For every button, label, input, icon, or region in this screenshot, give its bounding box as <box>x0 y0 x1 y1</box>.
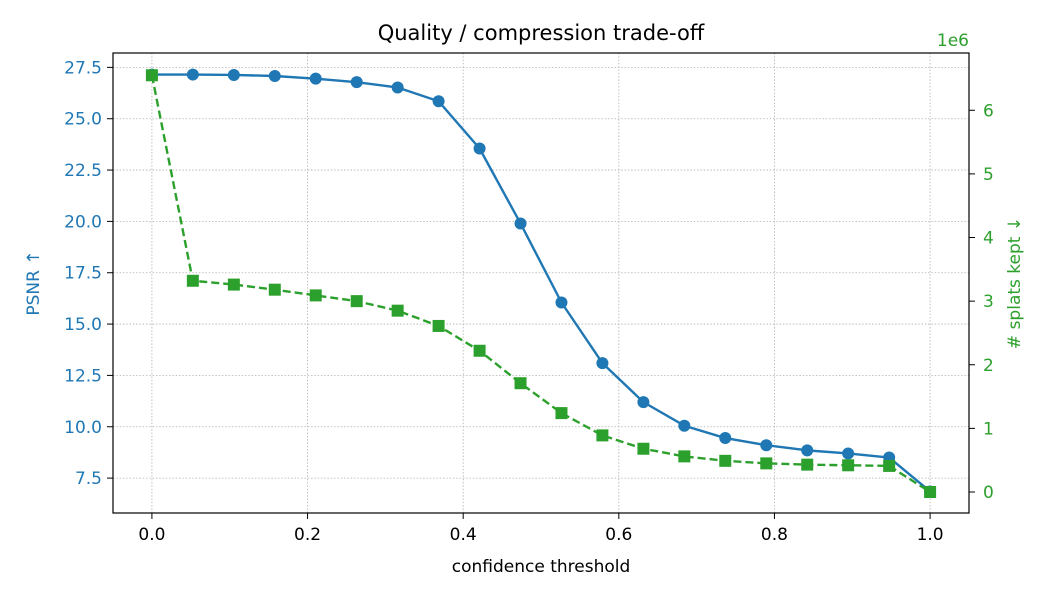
series-layer <box>145 68 937 499</box>
left-y-axis: 7.5 10.0 12.5 15.0 17.5 20.0 22.5 25.0 27.5 <box>64 58 113 489</box>
y-left-tick-label: 10.0 <box>64 418 102 438</box>
data-point <box>760 457 773 470</box>
data-point <box>186 68 199 81</box>
y-left-tick-label: 12.5 <box>64 366 102 386</box>
y-right-tick-label: 1 <box>983 419 994 439</box>
right-axis-multiplier: 1e6 <box>937 31 969 51</box>
y-right-tick-label: 4 <box>983 229 994 249</box>
x-tick-label: 0.8 <box>761 525 788 545</box>
grid <box>113 53 969 513</box>
data-point <box>719 432 732 445</box>
data-point <box>760 439 773 452</box>
data-point <box>309 72 322 85</box>
data-point <box>801 458 814 471</box>
data-point <box>350 76 363 89</box>
data-point <box>391 81 404 94</box>
data-point <box>678 419 691 432</box>
series-2 <box>145 69 937 499</box>
right-y-axis-label: # splats kept ↓ <box>1005 217 1025 349</box>
y-right-tick-label: 3 <box>983 292 994 312</box>
right-y-axis: 0 1 2 3 4 5 6 <box>969 101 994 503</box>
chart-title: Quality / compression trade-off <box>378 21 705 45</box>
data-point <box>596 429 609 442</box>
data-point <box>801 444 814 457</box>
data-point <box>842 447 855 460</box>
data-point <box>268 70 281 82</box>
y-right-tick-label: 6 <box>983 101 994 121</box>
y-left-tick-label: 22.5 <box>64 161 102 181</box>
plot-frame <box>112 52 970 514</box>
data-point <box>924 486 937 499</box>
y-right-tick-label: 2 <box>983 356 994 376</box>
data-point <box>883 459 896 472</box>
data-point <box>309 289 322 302</box>
series-line <box>151 73 931 493</box>
y-left-tick-label: 25.0 <box>64 110 102 130</box>
series-1 <box>145 68 937 498</box>
y-right-tick-label: 0 <box>983 483 994 503</box>
data-point <box>596 357 609 370</box>
series-line <box>150 75 931 494</box>
data-point <box>514 217 527 230</box>
x-axis: 0.0 0.2 0.4 0.6 0.8 1.0 <box>138 513 944 545</box>
y-right-tick-label: 5 <box>983 165 994 185</box>
data-point <box>227 278 240 291</box>
data-point <box>555 407 568 420</box>
data-point <box>637 442 650 455</box>
data-point <box>186 274 199 287</box>
left-y-axis-label: PSNR ↑ <box>24 250 44 315</box>
data-point <box>350 295 363 308</box>
data-point <box>555 296 568 309</box>
data-point <box>432 319 445 332</box>
y-left-tick-label: 20.0 <box>64 212 102 232</box>
x-tick-label: 1.0 <box>917 525 944 545</box>
x-tick-label: 0.2 <box>294 525 321 545</box>
data-point <box>473 344 486 357</box>
x-tick-label: 0.0 <box>138 525 165 545</box>
y-left-tick-label: 15.0 <box>64 315 102 335</box>
x-tick-label: 0.4 <box>450 525 477 545</box>
y-left-tick-label: 27.5 <box>64 58 102 78</box>
data-point <box>842 459 855 472</box>
data-point <box>719 454 732 467</box>
y-left-tick-label: 7.5 <box>75 469 102 489</box>
x-tick-label: 0.6 <box>605 525 632 545</box>
data-point <box>391 304 404 317</box>
data-point <box>637 396 650 409</box>
data-point <box>514 377 527 390</box>
data-point <box>268 283 281 296</box>
x-axis-label: confidence threshold <box>452 557 631 577</box>
data-point <box>432 95 445 108</box>
data-point <box>145 69 158 82</box>
data-point <box>473 142 486 155</box>
data-point <box>678 450 691 463</box>
y-left-tick-label: 17.5 <box>64 264 102 284</box>
data-point <box>227 68 240 81</box>
